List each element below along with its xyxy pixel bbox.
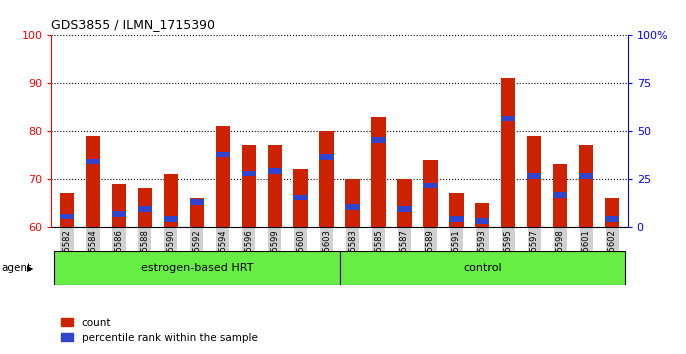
Bar: [501, 116, 515, 121]
Bar: [241, 145, 256, 227]
Bar: [164, 174, 178, 227]
Bar: [579, 145, 593, 227]
Legend: count, percentile rank within the sample: count, percentile rank within the sample: [57, 314, 261, 347]
Bar: [449, 216, 464, 222]
Bar: [320, 131, 333, 227]
Bar: [605, 198, 619, 227]
Bar: [112, 183, 126, 227]
Bar: [423, 183, 438, 188]
Bar: [553, 164, 567, 227]
Text: estrogen-based HRT: estrogen-based HRT: [141, 263, 253, 273]
Text: control: control: [463, 263, 501, 273]
Bar: [189, 199, 204, 205]
Bar: [268, 145, 282, 227]
Bar: [320, 154, 333, 160]
Bar: [475, 218, 490, 224]
Bar: [371, 137, 386, 143]
Bar: [86, 136, 100, 227]
Bar: [397, 206, 412, 212]
Bar: [138, 188, 152, 227]
Bar: [294, 195, 308, 200]
Bar: [138, 206, 152, 212]
Text: agent: agent: [1, 263, 32, 273]
Bar: [397, 179, 412, 227]
Bar: [371, 116, 386, 227]
Bar: [501, 78, 515, 227]
Bar: [215, 126, 230, 227]
Bar: [54, 251, 340, 285]
Bar: [527, 173, 541, 179]
Bar: [189, 198, 204, 227]
Bar: [86, 159, 100, 164]
Text: ▶: ▶: [27, 264, 34, 273]
Bar: [579, 173, 593, 179]
Bar: [340, 251, 625, 285]
Text: GDS3855 / ILMN_1715390: GDS3855 / ILMN_1715390: [51, 18, 215, 31]
Bar: [449, 193, 464, 227]
Bar: [294, 169, 308, 227]
Bar: [112, 211, 126, 217]
Bar: [60, 193, 74, 227]
Bar: [346, 179, 359, 227]
Bar: [346, 204, 359, 210]
Bar: [60, 214, 74, 219]
Bar: [215, 152, 230, 157]
Bar: [527, 136, 541, 227]
Bar: [553, 192, 567, 198]
Bar: [475, 202, 490, 227]
Bar: [241, 171, 256, 176]
Bar: [164, 216, 178, 222]
Bar: [605, 216, 619, 222]
Bar: [423, 160, 438, 227]
Bar: [268, 168, 282, 174]
